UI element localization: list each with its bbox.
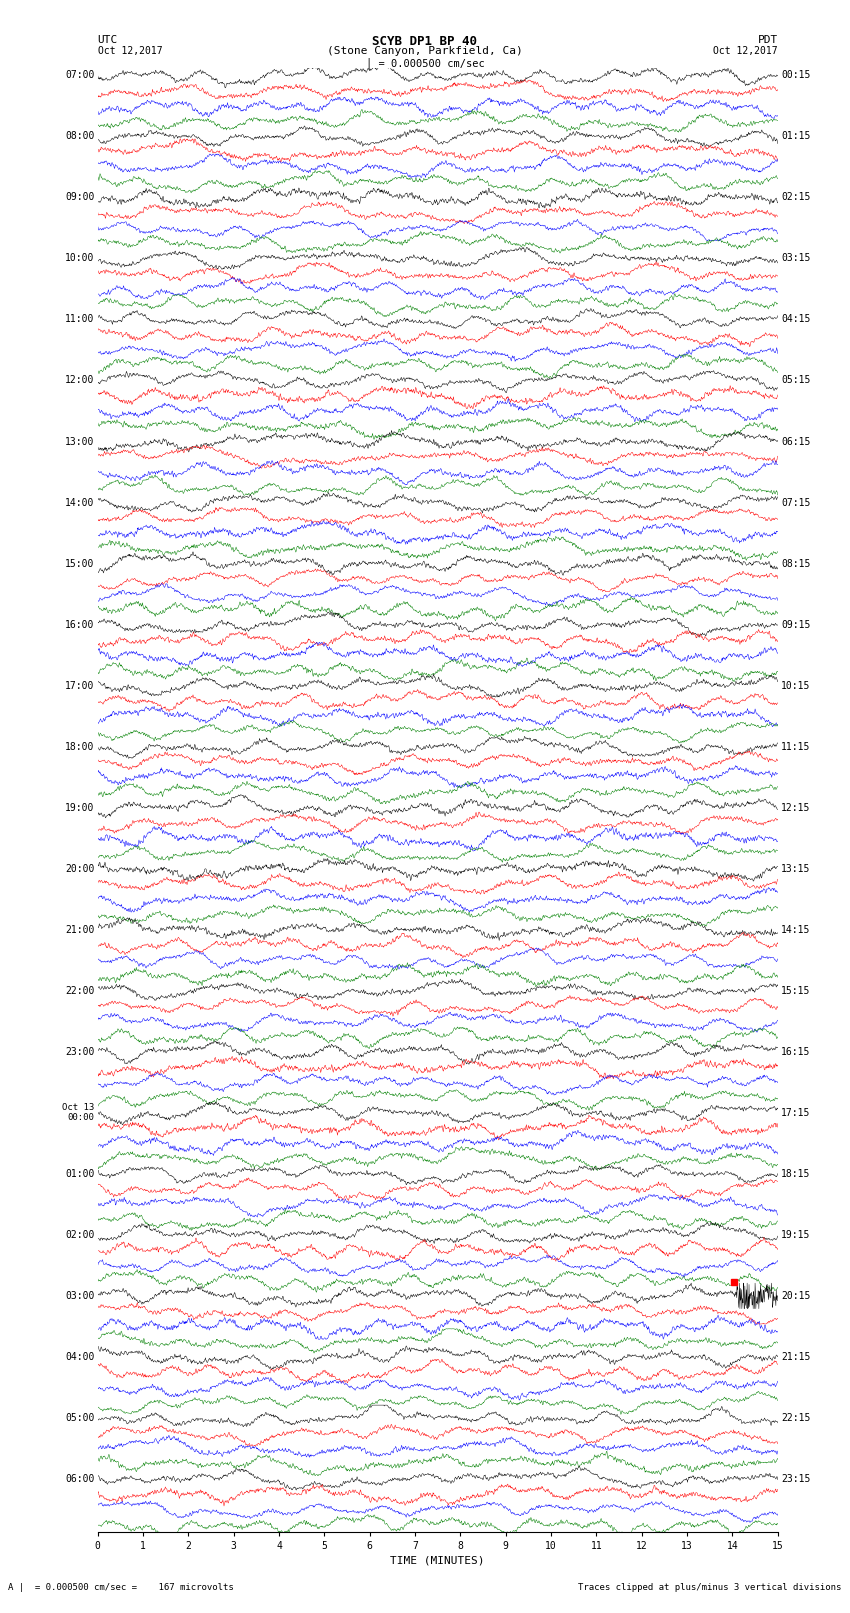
Text: 18:15: 18:15 — [781, 1169, 811, 1179]
Text: 14:00: 14:00 — [65, 497, 94, 508]
Text: Oct 13
00:00: Oct 13 00:00 — [62, 1103, 94, 1123]
Text: 06:15: 06:15 — [781, 437, 811, 447]
Text: 04:00: 04:00 — [65, 1352, 94, 1361]
Text: 04:15: 04:15 — [781, 315, 811, 324]
Text: 11:15: 11:15 — [781, 742, 811, 752]
Text: 12:15: 12:15 — [781, 803, 811, 813]
Text: 20:15: 20:15 — [781, 1290, 811, 1300]
Text: 09:00: 09:00 — [65, 192, 94, 202]
Text: (Stone Canyon, Parkfield, Ca): (Stone Canyon, Parkfield, Ca) — [327, 45, 523, 56]
Text: 16:15: 16:15 — [781, 1047, 811, 1057]
Text: 18:00: 18:00 — [65, 742, 94, 752]
Text: 13:15: 13:15 — [781, 863, 811, 874]
Text: 08:00: 08:00 — [65, 131, 94, 142]
Text: 21:15: 21:15 — [781, 1352, 811, 1361]
Text: Oct 12,2017: Oct 12,2017 — [713, 45, 778, 56]
Text: │ = 0.000500 cm/sec: │ = 0.000500 cm/sec — [366, 58, 484, 69]
Text: 19:00: 19:00 — [65, 803, 94, 813]
Text: 06:00: 06:00 — [65, 1474, 94, 1484]
Text: 23:15: 23:15 — [781, 1474, 811, 1484]
Text: 07:00: 07:00 — [65, 71, 94, 81]
Text: 17:15: 17:15 — [781, 1108, 811, 1118]
Text: 07:15: 07:15 — [781, 497, 811, 508]
Text: 00:15: 00:15 — [781, 71, 811, 81]
Text: Oct 12,2017: Oct 12,2017 — [98, 45, 162, 56]
Text: 21:00: 21:00 — [65, 924, 94, 934]
Text: Traces clipped at plus/minus 3 vertical divisions: Traces clipped at plus/minus 3 vertical … — [578, 1582, 842, 1592]
Text: 11:00: 11:00 — [65, 315, 94, 324]
Text: PDT: PDT — [757, 35, 778, 45]
Text: 03:00: 03:00 — [65, 1290, 94, 1300]
Text: 10:00: 10:00 — [65, 253, 94, 263]
Text: 09:15: 09:15 — [781, 619, 811, 629]
Text: 10:15: 10:15 — [781, 681, 811, 690]
Text: 13:00: 13:00 — [65, 437, 94, 447]
Text: 23:00: 23:00 — [65, 1047, 94, 1057]
Text: 15:00: 15:00 — [65, 558, 94, 568]
Text: SCYB DP1 BP 40: SCYB DP1 BP 40 — [372, 35, 478, 48]
Text: 19:15: 19:15 — [781, 1229, 811, 1240]
Text: 12:00: 12:00 — [65, 376, 94, 386]
Text: 01:00: 01:00 — [65, 1169, 94, 1179]
Text: 01:15: 01:15 — [781, 131, 811, 142]
Text: 02:00: 02:00 — [65, 1229, 94, 1240]
Text: 05:00: 05:00 — [65, 1413, 94, 1423]
Text: 03:15: 03:15 — [781, 253, 811, 263]
Text: 08:15: 08:15 — [781, 558, 811, 568]
Text: 22:15: 22:15 — [781, 1413, 811, 1423]
Text: UTC: UTC — [98, 35, 118, 45]
Text: 02:15: 02:15 — [781, 192, 811, 202]
Text: 17:00: 17:00 — [65, 681, 94, 690]
X-axis label: TIME (MINUTES): TIME (MINUTES) — [390, 1555, 485, 1566]
Text: A |  = 0.000500 cm/sec =    167 microvolts: A | = 0.000500 cm/sec = 167 microvolts — [8, 1582, 235, 1592]
Text: 15:15: 15:15 — [781, 986, 811, 995]
Text: 05:15: 05:15 — [781, 376, 811, 386]
Text: 14:15: 14:15 — [781, 924, 811, 934]
Text: 16:00: 16:00 — [65, 619, 94, 629]
Text: 22:00: 22:00 — [65, 986, 94, 995]
Text: 20:00: 20:00 — [65, 863, 94, 874]
